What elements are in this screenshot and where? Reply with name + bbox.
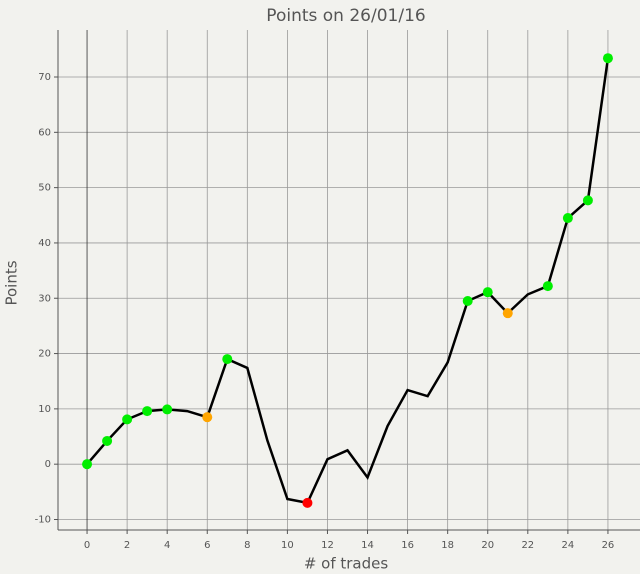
point bbox=[122, 414, 133, 425]
y-tick-label: 20 bbox=[38, 349, 51, 360]
x-tick-label: 4 bbox=[164, 540, 170, 551]
y-tick-label: 70 bbox=[38, 72, 51, 83]
point bbox=[142, 406, 153, 417]
y-axis-label: Points bbox=[3, 260, 21, 305]
y-tick-label: -10 bbox=[35, 514, 51, 525]
point bbox=[542, 281, 553, 292]
point bbox=[482, 287, 493, 298]
y-tick-label: 50 bbox=[38, 183, 51, 194]
y-tick-label: 60 bbox=[38, 127, 51, 138]
point bbox=[202, 412, 213, 423]
point bbox=[582, 195, 593, 206]
point bbox=[462, 296, 473, 307]
point bbox=[82, 459, 93, 470]
y-tick-label: 0 bbox=[45, 459, 51, 470]
point bbox=[302, 497, 313, 508]
y-tick-label: 30 bbox=[38, 293, 51, 304]
point bbox=[162, 404, 173, 415]
x-tick-label: 2 bbox=[124, 540, 130, 551]
x-tick-label: 24 bbox=[562, 540, 575, 551]
x-tick-label: 8 bbox=[244, 540, 250, 551]
x-tick-label: 22 bbox=[521, 540, 534, 551]
x-tick-label: 6 bbox=[204, 540, 210, 551]
x-tick-label: 26 bbox=[602, 540, 615, 551]
point bbox=[562, 213, 573, 224]
point bbox=[502, 308, 513, 319]
x-tick-label: 18 bbox=[441, 540, 454, 551]
y-tick-label: 40 bbox=[38, 238, 51, 249]
point bbox=[102, 435, 113, 446]
x-axis-label: # of trades bbox=[304, 555, 389, 573]
y-tick-label: 10 bbox=[38, 404, 51, 415]
x-tick-label: 14 bbox=[361, 540, 374, 551]
x-tick-label: 20 bbox=[481, 540, 494, 551]
line bbox=[86, 58, 610, 505]
point bbox=[602, 53, 613, 64]
x-tick-label: 12 bbox=[321, 540, 334, 551]
x-tick-label: 16 bbox=[401, 540, 414, 551]
x-tick-label: 10 bbox=[281, 540, 294, 551]
chart-title: Points on 26/01/16 bbox=[266, 6, 425, 26]
x-tick-label: 0 bbox=[84, 540, 90, 551]
point bbox=[222, 354, 233, 365]
